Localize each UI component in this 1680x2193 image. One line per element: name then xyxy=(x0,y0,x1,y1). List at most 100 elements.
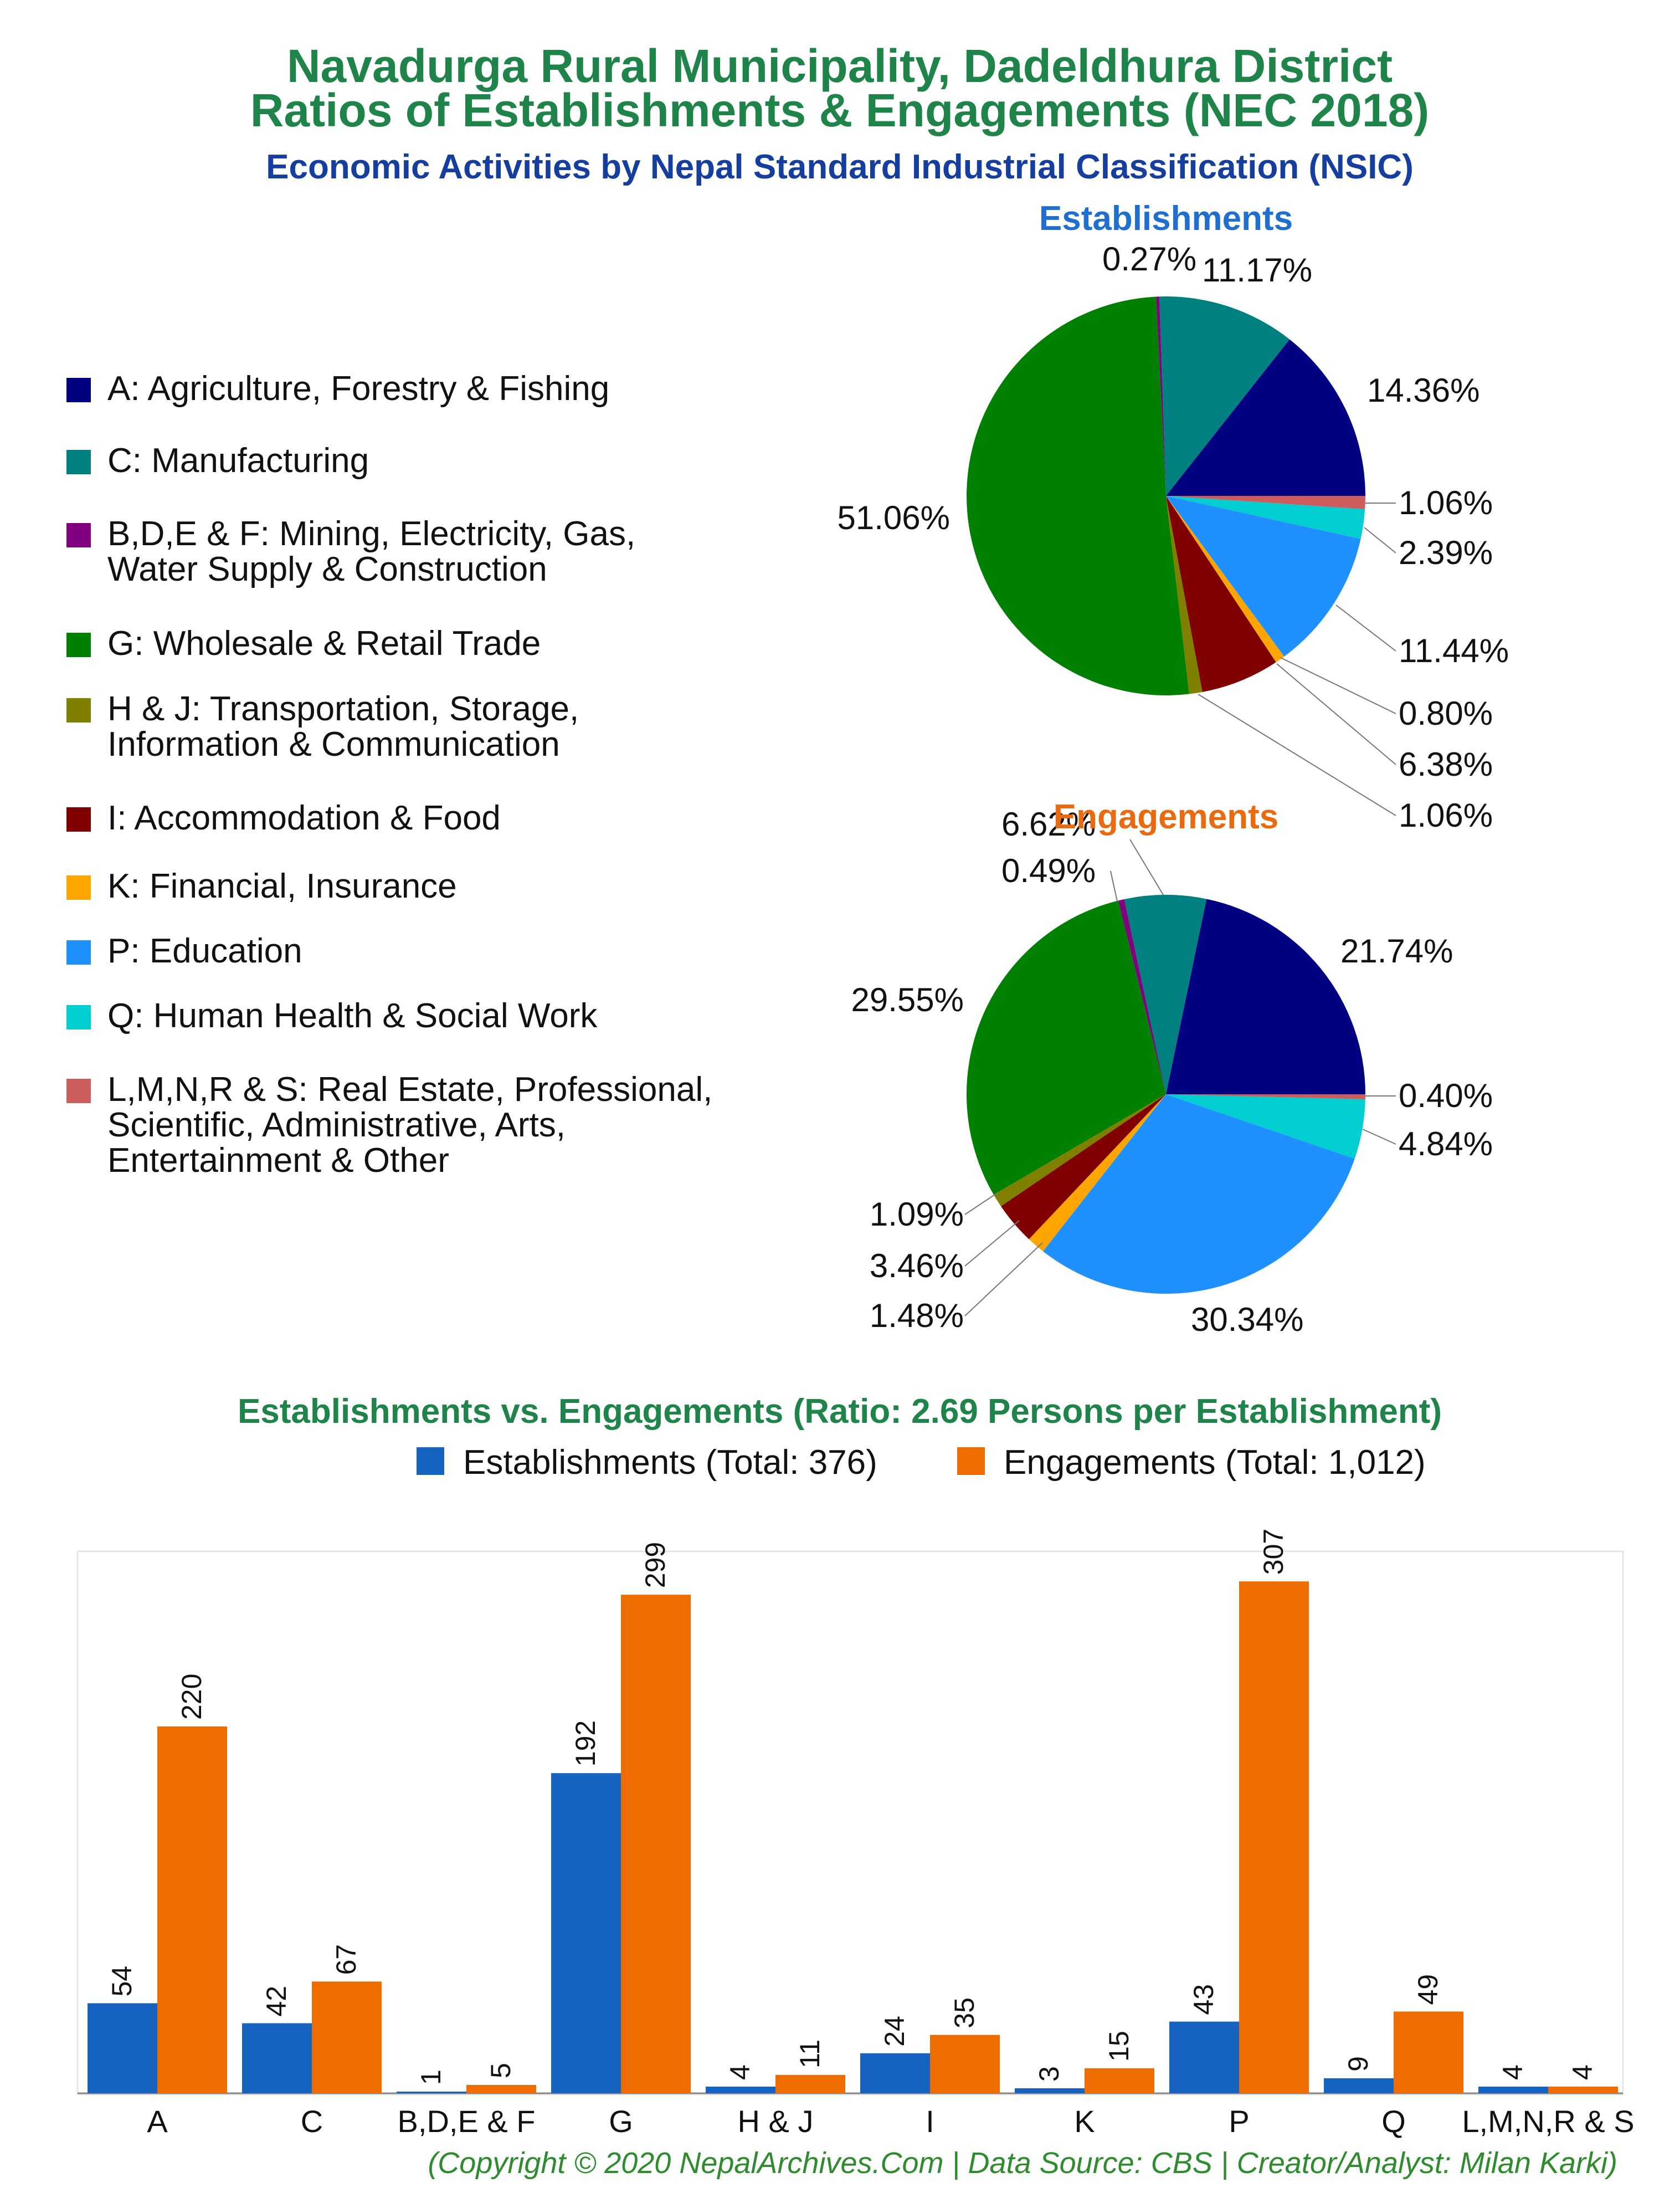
leader-line xyxy=(964,1242,1043,1316)
legend-label-establishments: Establishments (Total: 376) xyxy=(463,1443,877,1482)
legend-item-agriculture: A: Agriculture, Forestry & Fishing xyxy=(66,371,609,407)
legend-label: B,D,E & F: Mining, Electricity, Gas, Wat… xyxy=(107,515,636,588)
bar-establishments xyxy=(242,2023,312,2093)
pie-slice xyxy=(1043,1094,1355,1294)
engagements-pie: 21.74% 6.62% 0.49% 29.55% 1.09% 3.46% 1.48% 30.… xyxy=(851,806,1493,1338)
legend-label: Q: Human Health & Social Work xyxy=(107,997,598,1035)
legend-label: K: Financial, Insurance xyxy=(107,867,457,905)
slice-label: 1.09% xyxy=(870,1196,964,1233)
legend-swatch xyxy=(66,450,91,474)
legend-label: H & J: Transportation, Storage, Informat… xyxy=(107,690,579,764)
leader-line xyxy=(1198,694,1396,816)
x-tick-label: L,M,N,R & S xyxy=(1462,2104,1634,2139)
leader-line xyxy=(1364,527,1396,554)
leader-line xyxy=(1362,1129,1396,1145)
legend-swatch-establishments xyxy=(417,1447,444,1475)
bar-establishments xyxy=(1015,2088,1085,2093)
legend-swatch xyxy=(66,698,91,723)
legend-item-mining-construction: B,D,E & F: Mining, Electricity, Gas, Wat… xyxy=(66,516,635,587)
x-tick-label: Q xyxy=(1381,2104,1406,2139)
slice-label: 30.34% xyxy=(1191,1301,1304,1338)
subtitle: Economic Activities by Nepal Standard In… xyxy=(266,148,1414,186)
establishments-pie-title: Establishments xyxy=(1039,199,1293,238)
bar-engagements xyxy=(1394,2011,1463,2093)
footer-credit: (Copyright © 2020 NepalArchives.Com | Da… xyxy=(428,2146,1617,2180)
leader-line xyxy=(1335,604,1396,652)
leader-line xyxy=(964,1220,1020,1267)
bar-value-label: 67 xyxy=(331,1944,362,1975)
legend-item-accommodation: I: Accommodation & Food xyxy=(66,801,501,836)
bar-establishments xyxy=(1478,2087,1548,2093)
bar-value-label: 11 xyxy=(794,2040,825,2068)
bar-value-label: 54 xyxy=(106,1966,137,1997)
pie-slice xyxy=(1166,496,1276,692)
leader-line xyxy=(1110,870,1118,902)
x-tick-label: B,D,E & F xyxy=(398,2104,536,2139)
pie-slice xyxy=(967,296,1190,695)
legend-swatch xyxy=(66,940,91,965)
legend-swatch xyxy=(66,378,91,402)
slice-label: 29.55% xyxy=(851,981,964,1018)
slice-label: 3.46% xyxy=(870,1247,964,1284)
x-tick-label: P xyxy=(1229,2104,1249,2139)
slice-label: 6.38% xyxy=(1399,746,1493,783)
pie-slice xyxy=(1124,895,1207,1094)
bar-value-label: 42 xyxy=(261,1986,292,2017)
bar-engagements xyxy=(621,1595,691,2093)
pie-slice xyxy=(1155,296,1166,496)
slice-label: 0.49% xyxy=(1001,852,1096,889)
x-tick-label: H & J xyxy=(738,2104,814,2139)
slice-label: 0.40% xyxy=(1399,1077,1493,1114)
pie-slice xyxy=(1159,296,1290,496)
leader-line xyxy=(1276,663,1396,765)
bar-value-label: 9 xyxy=(1343,2056,1374,2072)
legend-item-other-services: L,M,N,R & S: Real Estate, Professional, … xyxy=(66,1072,712,1179)
bar-establishments xyxy=(88,2003,157,2093)
plot-area xyxy=(76,1550,1624,2095)
bar-establishments xyxy=(860,2053,930,2093)
slice-label: 11.17% xyxy=(1202,252,1312,289)
bar-establishments xyxy=(706,2087,775,2093)
bar-engagements xyxy=(775,2074,845,2093)
slice-label: 14.36% xyxy=(1367,372,1480,409)
legend-item-trade: G: Wholesale & Retail Trade xyxy=(66,626,541,662)
bar-chart-title: Establishments vs. Engagements (Ratio: 2… xyxy=(238,1392,1442,1431)
pie-slice xyxy=(966,900,1166,1195)
leader-line xyxy=(1280,657,1396,714)
slice-label: 6.62% xyxy=(1001,806,1096,843)
title-line-2: Ratios of Establishments & Engagements (… xyxy=(250,84,1430,136)
bar-value-label: 192 xyxy=(570,1720,601,1766)
pie-slice xyxy=(1166,899,1365,1094)
legend-swatch xyxy=(66,1079,91,1103)
x-tick-label: A xyxy=(147,2104,168,2139)
pie-slice xyxy=(1166,1094,1365,1159)
title-line-1: Navadurga Rural Municipality, Dadeldhura… xyxy=(287,40,1393,92)
bar-value-label: 3 xyxy=(1034,2066,1065,2082)
bar-establishments xyxy=(1169,2021,1239,2093)
slice-label: 0.80% xyxy=(1399,695,1493,732)
slice-label: 0.27% xyxy=(1102,240,1196,278)
slice-label: 1.48% xyxy=(870,1297,964,1334)
bar-value-label: 15 xyxy=(1103,2031,1134,2062)
slice-label: 51.06% xyxy=(838,499,951,536)
establishments-pie: 14.36% 11.17%0.27% 51.06% 1.06% 6.38% 0.80% 11… xyxy=(838,240,1509,834)
legend-swatch xyxy=(66,1005,91,1029)
pie-slice xyxy=(1166,339,1365,496)
bar-engagements xyxy=(1085,2068,1154,2093)
bar-value-label: 49 xyxy=(1412,1974,1443,2005)
legend-swatch-engagements xyxy=(957,1447,985,1475)
x-tick-label: C xyxy=(301,2104,323,2139)
bar-establishments xyxy=(1324,2078,1394,2093)
bar-engagements xyxy=(930,2035,1000,2093)
pie-slice xyxy=(1118,899,1166,1094)
pie-slice xyxy=(1029,1094,1166,1252)
bar-establishments xyxy=(397,2092,466,2093)
pie-slice xyxy=(1166,496,1365,510)
x-tick-label: I xyxy=(926,2104,934,2139)
bar-value-label: 1 xyxy=(415,2069,446,2085)
pie-slice xyxy=(1166,496,1285,663)
pie-slice xyxy=(1166,496,1361,657)
legend-item-health: Q: Human Health & Social Work xyxy=(66,998,597,1034)
